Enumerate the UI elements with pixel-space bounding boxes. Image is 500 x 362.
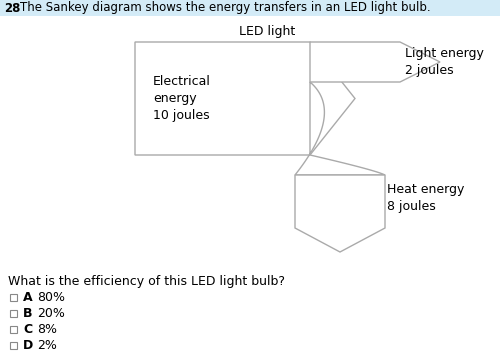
Polygon shape (295, 82, 385, 175)
FancyBboxPatch shape (10, 310, 17, 317)
FancyBboxPatch shape (10, 326, 17, 333)
Text: B: B (23, 307, 32, 320)
Text: What is the efficiency of this LED light bulb?: What is the efficiency of this LED light… (8, 275, 285, 288)
Text: 2%: 2% (37, 339, 57, 352)
Text: The Sankey diagram shows the energy transfers in an LED light bulb.: The Sankey diagram shows the energy tran… (20, 1, 430, 14)
Polygon shape (295, 175, 385, 252)
FancyBboxPatch shape (0, 0, 500, 16)
Text: 20%: 20% (37, 307, 65, 320)
Text: Electrical
energy
10 joules: Electrical energy 10 joules (153, 75, 211, 122)
Text: 8%: 8% (37, 323, 57, 336)
Text: D: D (23, 339, 33, 352)
Text: Light energy
2 joules: Light energy 2 joules (405, 47, 484, 77)
Text: LED light: LED light (240, 25, 296, 38)
Text: 80%: 80% (37, 291, 65, 304)
Polygon shape (135, 42, 355, 155)
Text: Heat energy
8 joules: Heat energy 8 joules (387, 183, 464, 213)
FancyBboxPatch shape (10, 342, 17, 349)
Text: 28: 28 (4, 1, 20, 14)
Text: C: C (23, 323, 32, 336)
FancyBboxPatch shape (10, 294, 17, 301)
Polygon shape (310, 42, 440, 82)
Text: A: A (23, 291, 32, 304)
